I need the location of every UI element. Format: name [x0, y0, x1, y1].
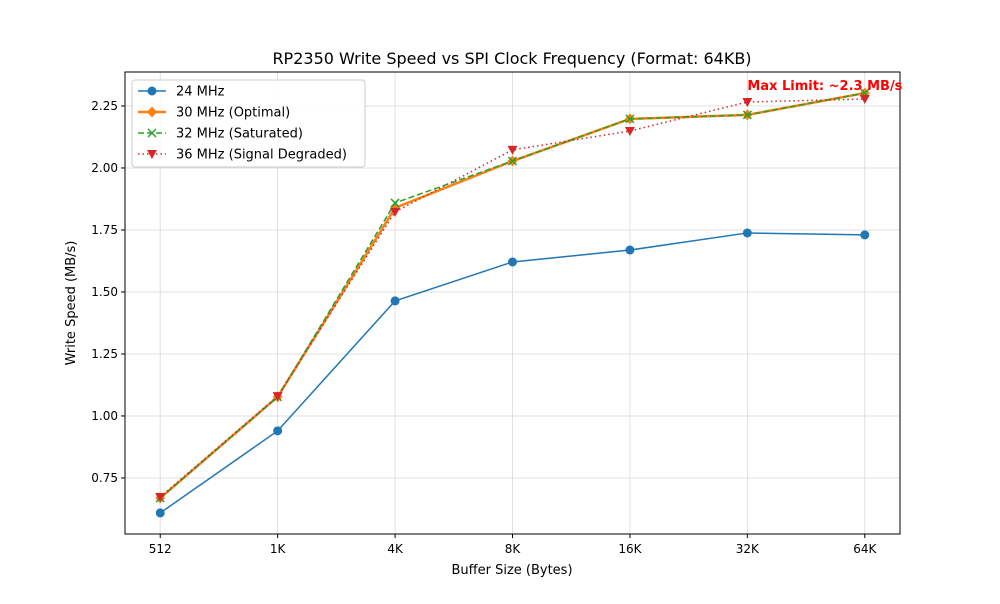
legend-label: 30 MHz (Optimal) [176, 106, 290, 121]
x-tick-label: 32K [736, 542, 760, 556]
data-point [742, 98, 753, 108]
legend: 24 MHz 30 MHz (Optimal) 32 MHz (Saturated)… [131, 79, 366, 168]
data-point [625, 114, 635, 124]
data-point [508, 257, 517, 267]
x-tick-label: 8K [505, 542, 522, 556]
data-point [742, 110, 752, 120]
data-point [625, 245, 635, 255]
x-tick-label: 16K [618, 542, 642, 556]
y-tick-label: 1.00 [91, 409, 118, 423]
legend-entry: 36 MHz (Signal Degraded) [138, 148, 347, 163]
legend-entry: 24 MHz [138, 85, 225, 100]
y-tick-label: 2.00 [91, 161, 118, 175]
y-axis-label: Write Speed (MB/s) [64, 241, 79, 366]
x-axis-label: Buffer Size (Bytes) [451, 563, 572, 578]
legend-box [131, 79, 366, 168]
data-point [155, 493, 166, 503]
ticks: 512 1K 4K 8K 16K 32K 64K 0.75 1.00 1.25 1.50 1.75 2.… [91, 99, 877, 556]
chart-title: RP2350 Write Speed vs SPI Clock Frequenc… [272, 49, 751, 68]
data-point [624, 127, 635, 137]
series-24-mhz [155, 228, 870, 518]
x-tick-label: 64K [853, 542, 877, 556]
legend-label: 32 MHz (Saturated) [176, 127, 303, 142]
max-limit-annotation: Max Limit: ~2.3 MB/s [747, 79, 902, 94]
data-point [272, 392, 283, 402]
legend-entry: 32 MHz (Saturated) [138, 127, 303, 142]
data-point [147, 150, 157, 159]
data-point [860, 230, 870, 240]
data-point [859, 95, 870, 105]
data-point [390, 207, 401, 217]
data-point [147, 128, 157, 138]
data-point [147, 106, 157, 118]
data-point [742, 228, 752, 238]
data-point [507, 145, 518, 155]
data-point [390, 198, 400, 208]
y-tick-label: 1.50 [91, 285, 118, 299]
data-point [390, 296, 400, 306]
series-group [155, 87, 870, 518]
data-point [273, 426, 283, 436]
y-tick-label: 1.75 [91, 223, 118, 237]
x-tick-label: 4K [387, 542, 404, 556]
legend-entry: 30 MHz (Optimal) [138, 106, 290, 121]
data-point [155, 508, 165, 518]
x-tick-label: 512 [149, 542, 172, 556]
data-point [147, 86, 157, 96]
y-tick-label: 1.25 [91, 347, 118, 361]
y-tick-label: 2.25 [91, 99, 118, 113]
legend-label: 24 MHz [176, 85, 225, 100]
y-tick-label: 0.75 [91, 471, 118, 485]
legend-label: 36 MHz (Signal Degraded) [176, 148, 347, 163]
series-36-mhz [155, 95, 870, 503]
grid [125, 72, 900, 534]
data-point [507, 156, 518, 166]
x-tick-label: 1K [270, 542, 287, 556]
